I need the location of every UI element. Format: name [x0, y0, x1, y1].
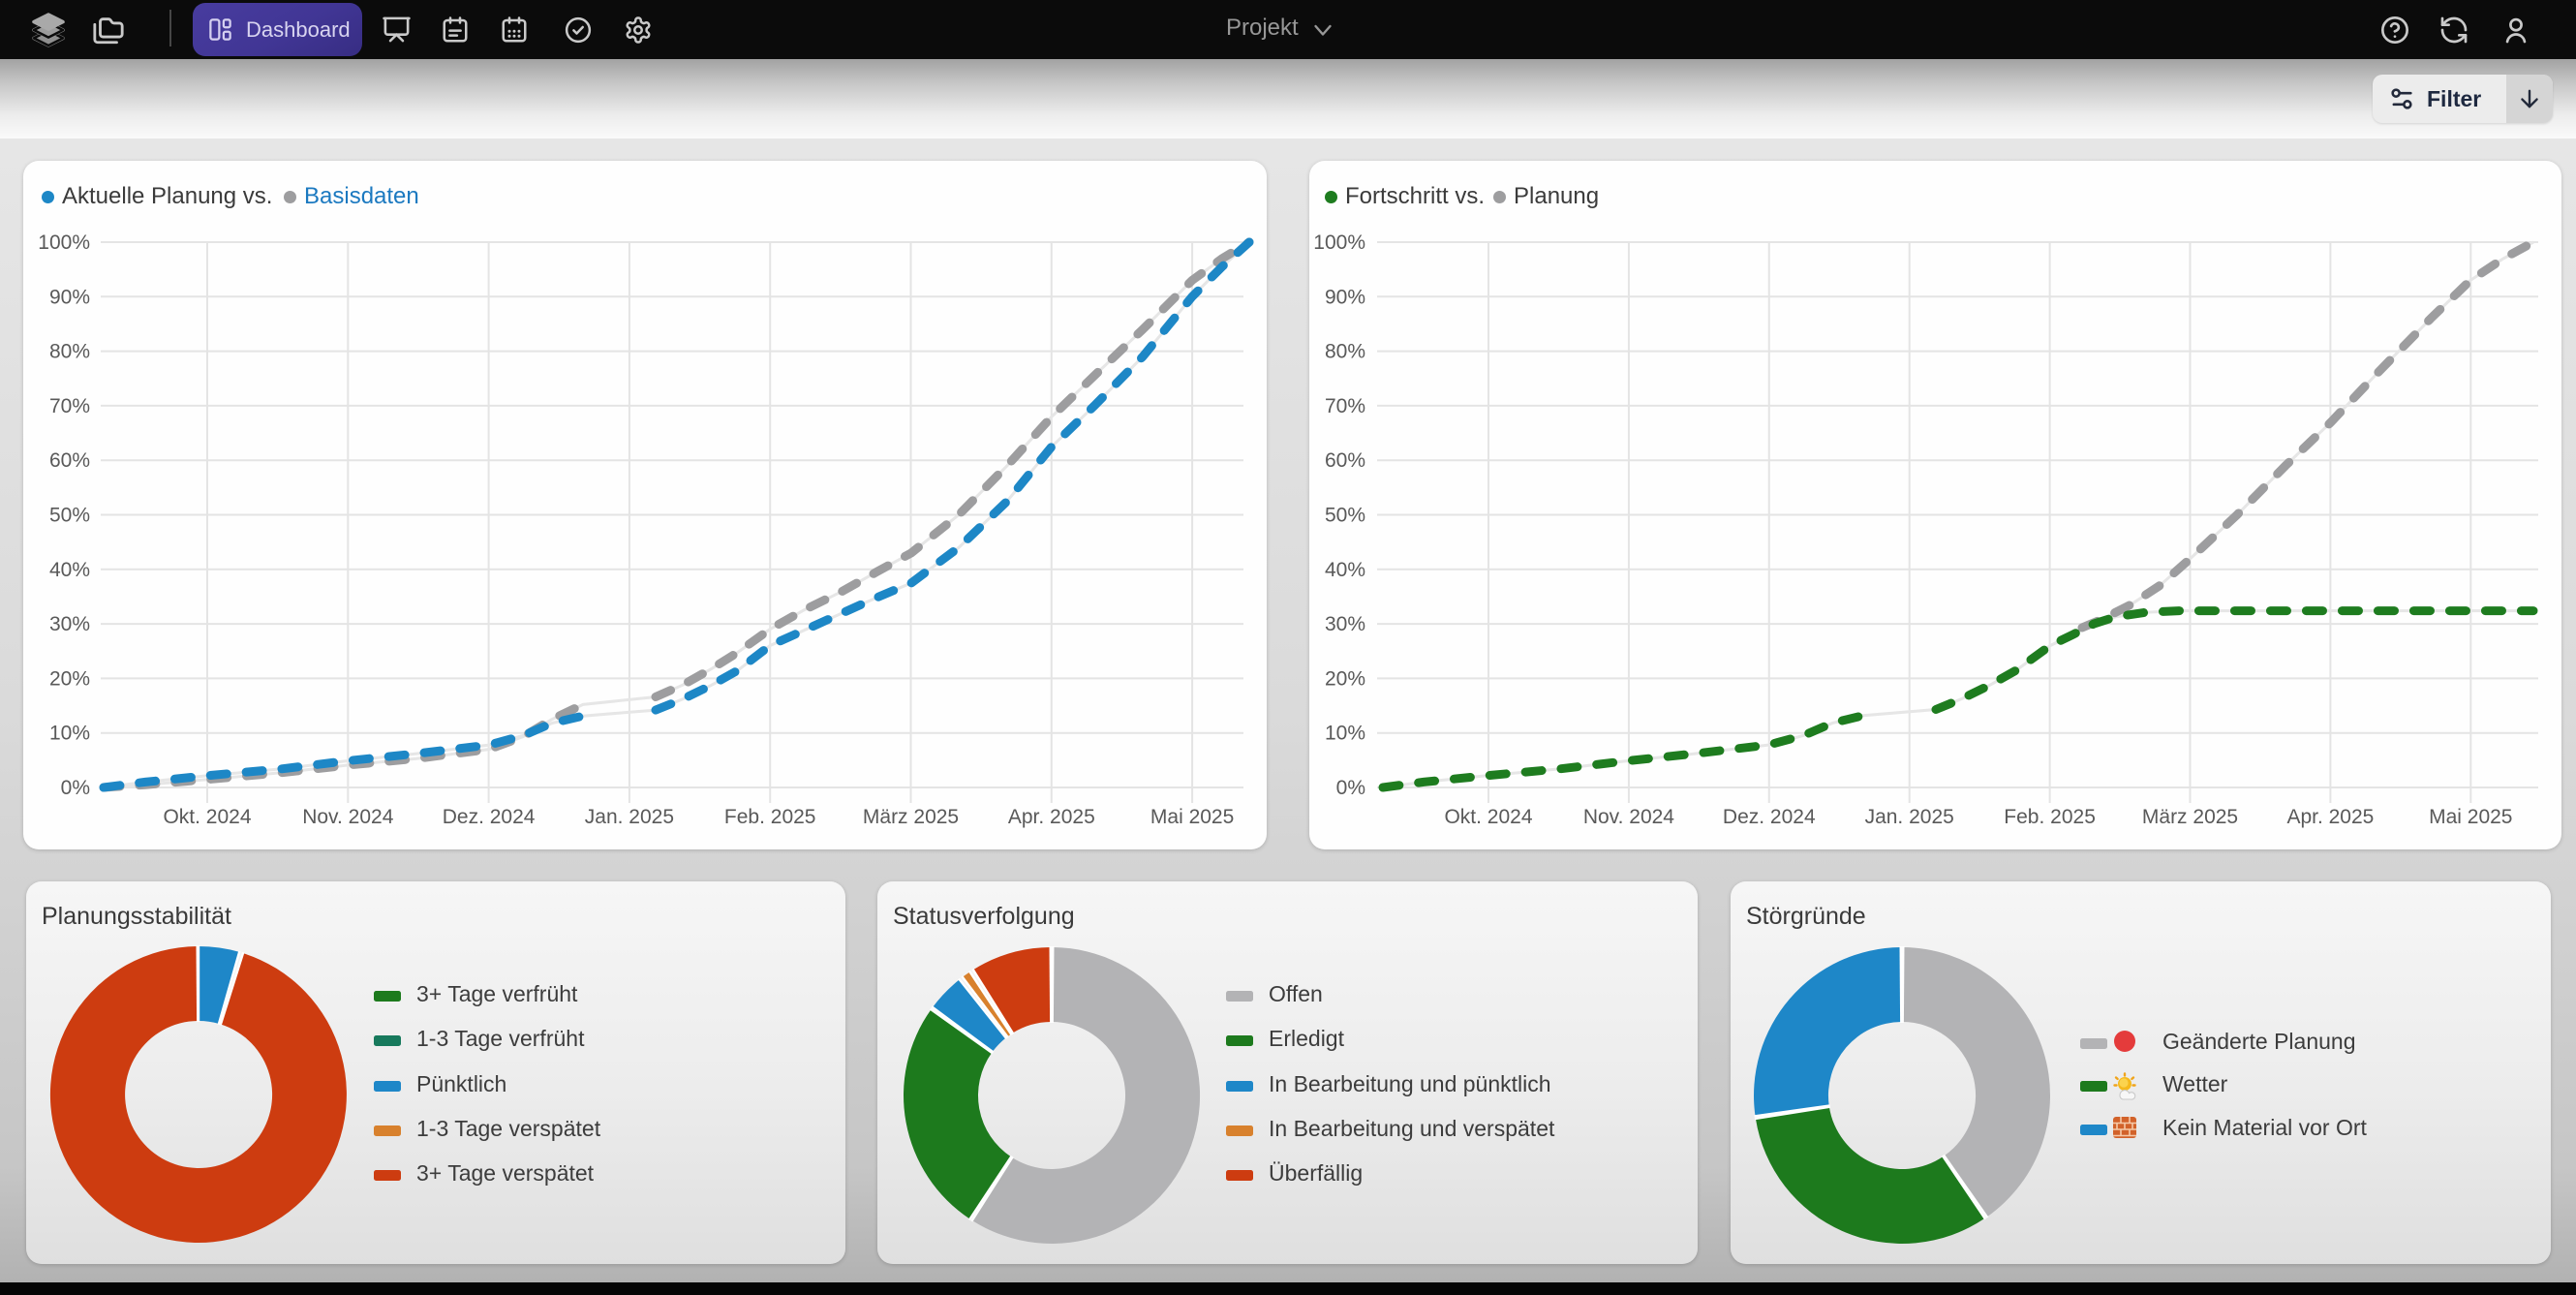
svg-text:20%: 20% — [1325, 667, 1365, 690]
svg-text:20%: 20% — [49, 667, 90, 690]
svg-text:Dez. 2024: Dez. 2024 — [443, 806, 536, 828]
svg-text:Feb. 2025: Feb. 2025 — [724, 806, 816, 828]
svg-text:90%: 90% — [1325, 286, 1365, 308]
svg-text:März 2025: März 2025 — [863, 806, 959, 828]
svg-text:70%: 70% — [49, 395, 90, 417]
svg-text:40%: 40% — [49, 559, 90, 581]
svg-text:Okt. 2024: Okt. 2024 — [163, 806, 251, 828]
svg-text:100%: 100% — [38, 231, 90, 254]
svg-text:30%: 30% — [1325, 613, 1365, 635]
svg-text:30%: 30% — [49, 613, 90, 635]
svg-text:10%: 10% — [49, 723, 90, 745]
svg-text:Nov. 2024: Nov. 2024 — [302, 806, 393, 828]
svg-text:60%: 60% — [49, 449, 90, 472]
svg-text:Apr. 2025: Apr. 2025 — [1008, 806, 1095, 828]
svg-text:Mai 2025: Mai 2025 — [2429, 806, 2512, 828]
svg-text:80%: 80% — [49, 341, 90, 363]
svg-text:80%: 80% — [1325, 341, 1365, 363]
svg-text:10%: 10% — [1325, 723, 1365, 745]
svg-text:0%: 0% — [61, 777, 90, 799]
svg-text:Jan. 2025: Jan. 2025 — [1865, 806, 1954, 828]
svg-text:50%: 50% — [49, 505, 90, 527]
svg-text:Okt. 2024: Okt. 2024 — [1444, 806, 1532, 828]
svg-text:Feb. 2025: Feb. 2025 — [2004, 806, 2096, 828]
svg-text:Nov. 2024: Nov. 2024 — [1583, 806, 1674, 828]
svg-text:40%: 40% — [1325, 559, 1365, 581]
svg-text:50%: 50% — [1325, 505, 1365, 527]
svg-text:100%: 100% — [1313, 231, 1365, 254]
svg-text:60%: 60% — [1325, 449, 1365, 472]
svg-text:0%: 0% — [1336, 777, 1365, 799]
svg-text:90%: 90% — [49, 286, 90, 308]
svg-text:70%: 70% — [1325, 395, 1365, 417]
svg-text:März 2025: März 2025 — [2142, 806, 2238, 828]
svg-text:Jan. 2025: Jan. 2025 — [585, 806, 674, 828]
svg-text:Dez. 2024: Dez. 2024 — [1723, 806, 1816, 828]
svg-text:Mai 2025: Mai 2025 — [1150, 806, 1234, 828]
svg-text:Apr. 2025: Apr. 2025 — [2286, 806, 2374, 828]
